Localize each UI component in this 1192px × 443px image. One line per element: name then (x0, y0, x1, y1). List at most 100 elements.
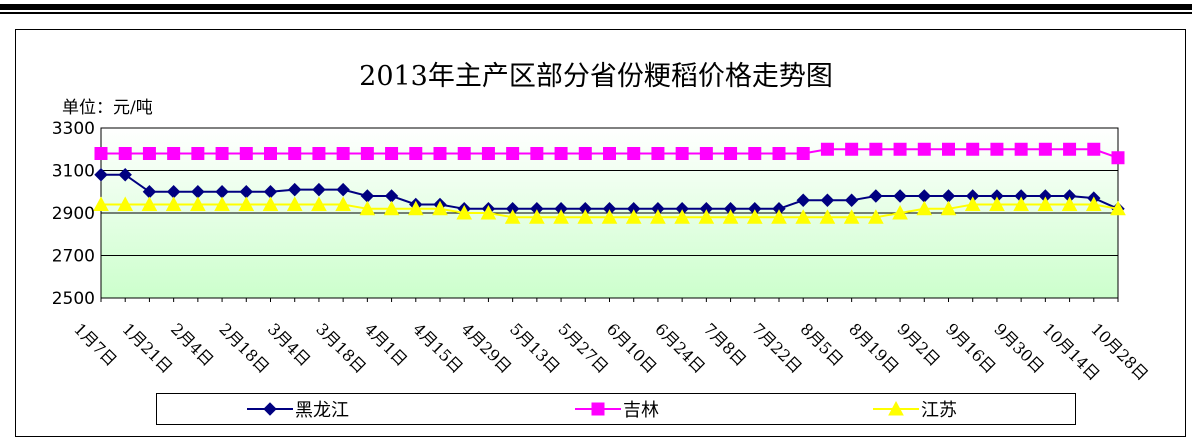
data-point (311, 196, 327, 211)
data-point (796, 193, 810, 207)
diamond-marker-icon (247, 402, 293, 416)
header-rule-thick (0, 4, 1192, 10)
data-point (286, 196, 303, 211)
legend-label: 江苏 (921, 400, 957, 421)
data-point (917, 142, 931, 156)
series-layer (93, 142, 1126, 224)
data-point (578, 147, 592, 160)
square-marker-icon (575, 402, 621, 416)
data-point (118, 147, 132, 160)
x-tick-label: 4月15日 (409, 319, 467, 377)
data-point (772, 147, 786, 160)
data-point (409, 147, 423, 160)
data-point (312, 182, 326, 197)
data-point (530, 147, 544, 160)
data-point (506, 147, 520, 160)
data-point (843, 209, 860, 224)
x-tick-label: 6月10日 (603, 319, 661, 377)
data-point (990, 142, 1004, 156)
x-tick-label: 9月16日 (942, 319, 1000, 377)
data-point (845, 142, 859, 156)
data-point (603, 147, 616, 160)
y-tick-label: 2700 (52, 247, 95, 267)
y-tick-labels: 2500 2700 2900 3100 3300 (52, 119, 95, 309)
data-point (625, 209, 642, 224)
data-point (433, 147, 447, 160)
data-point (1014, 142, 1028, 156)
x-tick-label: 8月19日 (845, 319, 903, 377)
unit-label: 单位：元/吨 (62, 98, 153, 118)
y-tick-label: 3300 (52, 119, 95, 139)
data-point (93, 196, 109, 211)
data-point (746, 209, 763, 224)
data-point (142, 147, 156, 160)
legend-item-jilin: 吉林 (575, 394, 659, 424)
data-point (820, 193, 835, 207)
data-point (262, 196, 279, 211)
data-point (407, 200, 424, 216)
x-tick-label: 5月13日 (506, 319, 564, 377)
data-point (312, 147, 326, 160)
data-point (141, 196, 158, 211)
chart-title: 2013年主产区部分省份粳稻价格走势图 (359, 61, 833, 92)
data-point (916, 200, 933, 216)
data-point (942, 142, 955, 156)
data-point (1013, 196, 1029, 211)
data-point (504, 209, 521, 224)
x-tick-label: 5月27日 (554, 319, 612, 377)
data-point (1037, 196, 1054, 211)
data-point (698, 209, 715, 224)
data-point (869, 189, 883, 203)
data-point (1110, 200, 1126, 216)
data-point (1085, 196, 1102, 211)
data-point (238, 196, 255, 211)
data-point (529, 209, 545, 224)
x-tick-label: 6月24日 (651, 319, 709, 377)
data-point (432, 200, 448, 216)
data-point (722, 209, 739, 224)
data-point (553, 209, 569, 224)
data-point (190, 196, 206, 211)
data-point (383, 200, 400, 216)
data-point (288, 182, 302, 197)
y-tick-label: 2500 (52, 289, 95, 309)
data-point (1111, 151, 1125, 165)
data-point (601, 209, 618, 224)
data-point (795, 209, 812, 224)
x-tick-labels: 1月7日1月21日2月4日2月18日3月4日3月18日4月1日4月15日4月29… (70, 319, 1152, 384)
x-tick-label: 4月29日 (458, 319, 516, 377)
x-tick-label: 1月21日 (119, 319, 177, 377)
data-point (748, 147, 762, 160)
header-rule-thin (0, 12, 1192, 14)
data-point (651, 147, 665, 160)
x-tick-label: 9月30日 (990, 319, 1048, 377)
data-point (214, 196, 230, 211)
data-point (1061, 196, 1078, 211)
data-point (288, 147, 302, 160)
data-point (118, 168, 132, 182)
data-point (771, 209, 787, 224)
x-tick-label: 1月7日 (70, 319, 120, 369)
x-tick-label: 2月18日 (215, 319, 273, 377)
axis-layer (100, 298, 1119, 302)
data-point (577, 209, 594, 224)
data-point (215, 147, 229, 160)
data-point (239, 147, 253, 160)
data-point (360, 147, 374, 160)
data-point (456, 204, 473, 220)
data-point (893, 189, 907, 203)
data-point (893, 142, 907, 156)
data-point (336, 182, 350, 197)
data-point (1087, 142, 1101, 156)
data-point (94, 168, 108, 182)
data-point (554, 147, 568, 160)
data-point (989, 196, 1005, 211)
data-point (650, 209, 666, 224)
legend-item-jiangsu: 江苏 (873, 394, 957, 424)
data-point (165, 196, 182, 211)
legend: 黑龙江 吉林 江苏 (156, 393, 1076, 425)
legend-label: 黑龙江 (295, 400, 349, 421)
y-tick-label: 3100 (52, 162, 95, 182)
triangle-marker-icon (873, 400, 919, 416)
